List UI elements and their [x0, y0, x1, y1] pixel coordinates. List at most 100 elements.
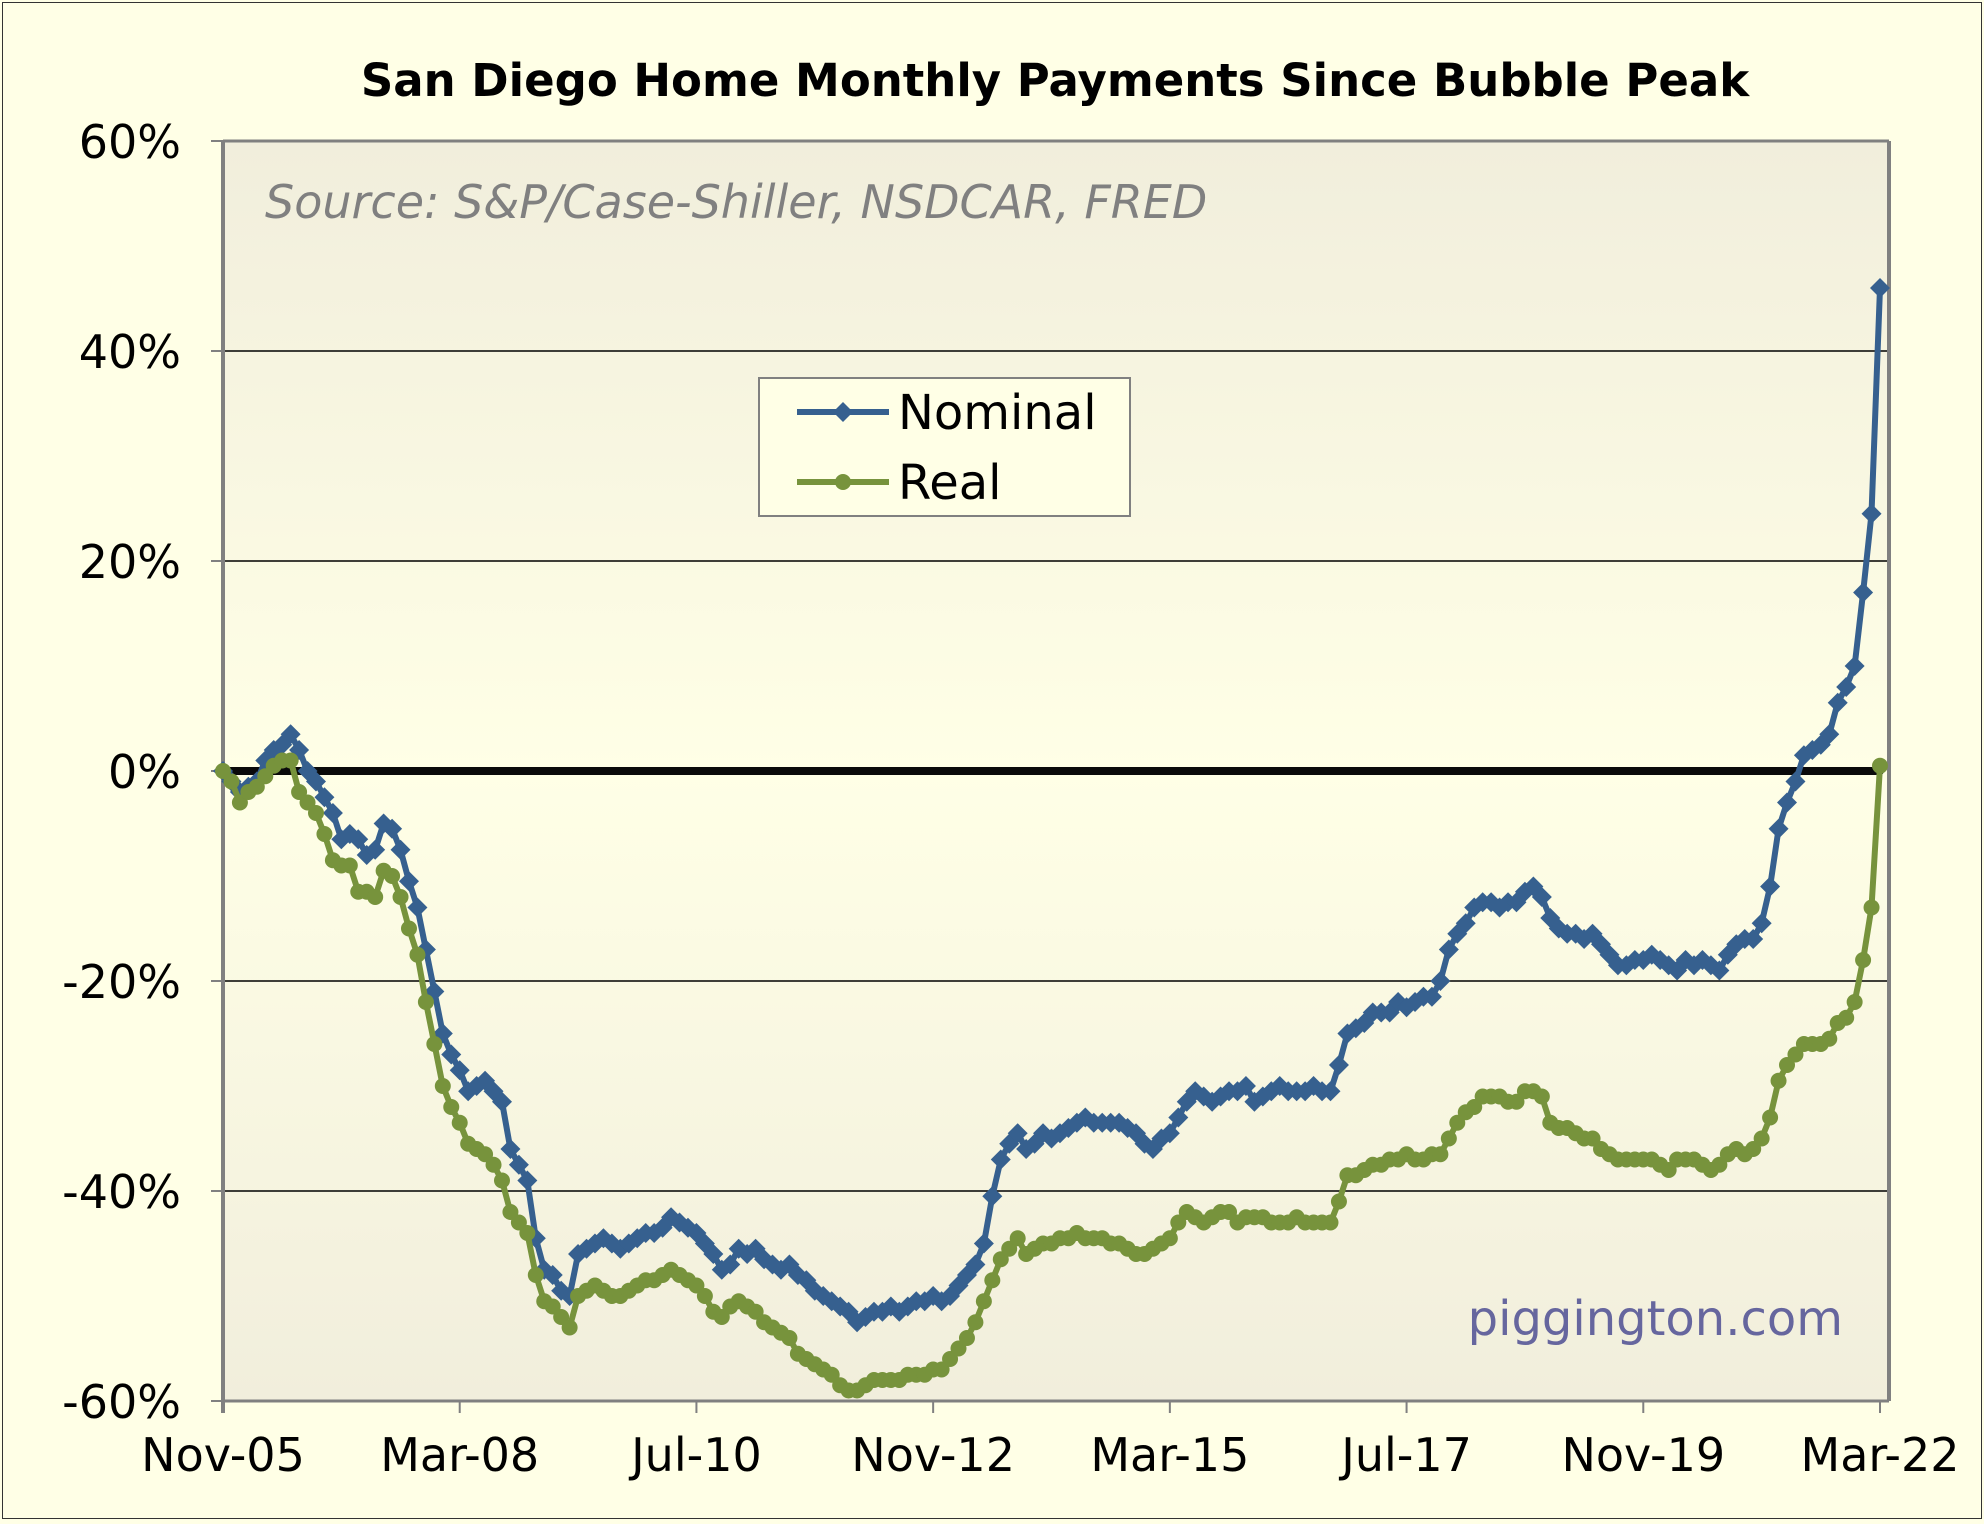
- nominal-point: [1320, 1081, 1341, 1102]
- series-nominal: [213, 278, 1890, 1333]
- nominal-point: [390, 839, 411, 860]
- y-tick-label: -60%: [62, 1375, 181, 1429]
- real-point: [400, 920, 417, 937]
- y-tick-label: -20%: [62, 955, 181, 1009]
- series-group: [213, 278, 1890, 1399]
- nominal-point: [322, 803, 343, 823]
- real-point: [316, 826, 333, 842]
- legend-real-circle-icon: [835, 474, 851, 490]
- nominal-point: [1751, 913, 1772, 934]
- nominal-point: [703, 1244, 724, 1264]
- legend-label-real: Real: [898, 455, 1001, 511]
- nominal-point: [1438, 939, 1459, 960]
- x-tick-label: Nov-12: [851, 1428, 1015, 1482]
- real-point: [1770, 1072, 1787, 1089]
- nominal-point: [348, 829, 369, 850]
- nominal-point: [990, 1149, 1011, 1170]
- x-tick-label: Mar-15: [1090, 1428, 1249, 1482]
- x-tick-label: Mar-08: [380, 1428, 539, 1482]
- series-real: [215, 752, 1888, 1399]
- real-point: [443, 1099, 460, 1115]
- real-point: [392, 889, 409, 905]
- real-point: [696, 1288, 713, 1304]
- nominal-point: [965, 1254, 986, 1275]
- nominal-point: [305, 771, 326, 792]
- legend-box: [758, 377, 1131, 517]
- nominal-point: [1827, 692, 1848, 713]
- real-point: [1322, 1214, 1339, 1231]
- x-tick-label: Jul-17: [1338, 1428, 1472, 1482]
- real-point: [781, 1330, 798, 1346]
- nominal-point: [1785, 771, 1806, 792]
- chart-title: San Diego Home Monthly Payments Since Bu…: [361, 54, 1750, 107]
- real-point: [1855, 952, 1872, 968]
- nominal-point: [508, 1154, 529, 1175]
- y-tick-label: 40%: [79, 325, 181, 379]
- real-point: [1872, 757, 1888, 774]
- real-point: [384, 868, 401, 884]
- real-point: [1161, 1230, 1178, 1247]
- real-point: [958, 1330, 975, 1346]
- gridlines: [219, 350, 1889, 1192]
- real-point: [367, 889, 384, 905]
- real-point: [975, 1293, 992, 1310]
- nominal-point: [1853, 582, 1874, 603]
- nominal-point: [1007, 1123, 1028, 1144]
- x-tick-label: Jul-10: [628, 1428, 762, 1482]
- x-tick-label: Nov-05: [141, 1428, 305, 1482]
- nominal-point: [1760, 876, 1781, 897]
- y-tick-label: 0%: [108, 745, 181, 799]
- nominal-point: [314, 787, 335, 808]
- nominal-point: [491, 1091, 512, 1112]
- real-point: [1432, 1146, 1449, 1163]
- real-point: [984, 1272, 1001, 1289]
- nominal-point: [1328, 1055, 1349, 1075]
- real-point: [1762, 1109, 1779, 1126]
- nominal-point: [382, 818, 403, 839]
- nominal-point: [398, 871, 419, 892]
- nominal-point: [1709, 960, 1730, 981]
- real-point: [426, 1036, 443, 1052]
- nominal-point: [1844, 656, 1865, 676]
- real-point: [451, 1114, 468, 1131]
- real-point: [307, 805, 324, 821]
- real-point: [1863, 899, 1880, 916]
- nominal-point: [1159, 1123, 1180, 1144]
- real-point: [1846, 994, 1863, 1010]
- nominal-point: [449, 1060, 470, 1081]
- real-point: [417, 994, 434, 1010]
- real-point: [493, 1172, 510, 1189]
- real-point: [282, 752, 299, 769]
- real-point: [561, 1319, 578, 1336]
- real-point: [1533, 1088, 1550, 1105]
- nominal-point: [1819, 724, 1840, 745]
- real-point: [527, 1267, 544, 1283]
- real-point: [485, 1156, 502, 1173]
- legend-nominal-diamond-icon: [833, 402, 853, 422]
- nominal-point: [720, 1254, 741, 1275]
- real-point: [1009, 1230, 1026, 1247]
- real-point: [1440, 1130, 1457, 1147]
- real-point: [1838, 1009, 1855, 1026]
- axes: 60% 40% 20% 0% -20% -40% -60%Nov-05 Mar-08 Jul-1…: [62, 115, 1959, 1482]
- nominal-point: [1455, 913, 1476, 934]
- real-point: [1821, 1030, 1838, 1047]
- real-point: [409, 946, 426, 963]
- nominal-point: [542, 1265, 563, 1285]
- real-point: [967, 1314, 984, 1331]
- real-point: [1330, 1193, 1347, 1210]
- legend: Nominal Real: [758, 377, 1131, 517]
- real-point: [1753, 1130, 1770, 1147]
- nominal-point: [1743, 929, 1764, 949]
- nominal-point: [441, 1044, 462, 1065]
- nominal-point: [1861, 503, 1882, 524]
- nominal-point: [1421, 986, 1442, 1007]
- nominal-point: [1168, 1107, 1189, 1128]
- y-tick-label: 20%: [79, 535, 181, 589]
- y-tick-label: -40%: [62, 1165, 181, 1219]
- real-point: [341, 857, 358, 874]
- nominal-point: [517, 1170, 538, 1191]
- nominal-point: [1768, 818, 1789, 839]
- y-tick-label: 60%: [79, 115, 181, 169]
